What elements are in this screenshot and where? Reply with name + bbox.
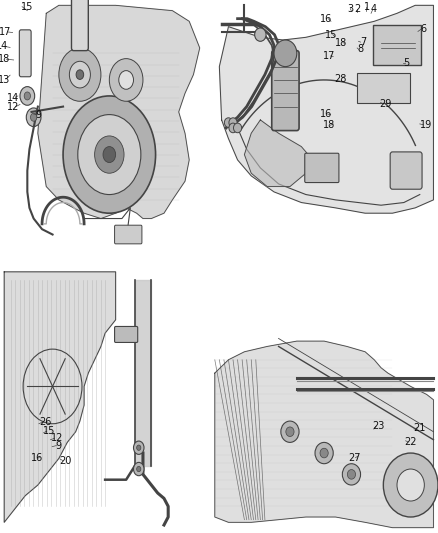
Text: 21: 21	[413, 423, 426, 433]
Polygon shape	[215, 341, 434, 528]
Text: 17: 17	[0, 27, 11, 37]
Circle shape	[95, 136, 124, 173]
Circle shape	[224, 118, 233, 127]
Circle shape	[119, 71, 134, 90]
Text: 18: 18	[322, 120, 335, 130]
Text: 12: 12	[50, 433, 63, 443]
Text: 1: 1	[364, 3, 370, 12]
Text: 15: 15	[43, 426, 56, 436]
Circle shape	[110, 59, 143, 101]
FancyBboxPatch shape	[115, 225, 142, 244]
Circle shape	[103, 147, 116, 163]
Polygon shape	[38, 5, 200, 219]
Text: 16: 16	[320, 109, 332, 119]
Text: 17: 17	[322, 51, 335, 61]
FancyBboxPatch shape	[272, 51, 299, 131]
Polygon shape	[244, 120, 313, 187]
Text: 20: 20	[59, 456, 71, 466]
Circle shape	[347, 470, 356, 479]
Circle shape	[69, 61, 90, 88]
Text: 18: 18	[335, 38, 347, 47]
Circle shape	[63, 96, 155, 213]
Text: 2: 2	[355, 4, 361, 13]
Text: 28: 28	[335, 74, 347, 84]
Text: 6: 6	[420, 24, 426, 34]
Text: 13: 13	[0, 75, 11, 85]
Text: 19: 19	[420, 120, 432, 130]
Text: 29: 29	[379, 100, 392, 109]
Circle shape	[229, 118, 237, 127]
Circle shape	[281, 421, 299, 442]
Text: 27: 27	[348, 453, 360, 463]
Circle shape	[20, 86, 35, 106]
Circle shape	[286, 427, 294, 437]
Text: 23: 23	[372, 422, 385, 431]
Circle shape	[383, 453, 438, 517]
Circle shape	[233, 123, 242, 133]
Circle shape	[137, 466, 141, 472]
Circle shape	[320, 448, 328, 458]
Text: 16: 16	[320, 14, 332, 23]
FancyBboxPatch shape	[390, 152, 422, 189]
FancyBboxPatch shape	[115, 326, 138, 343]
Text: 26: 26	[40, 417, 52, 426]
Text: 3: 3	[347, 4, 353, 13]
Polygon shape	[4, 272, 116, 522]
Text: 8: 8	[357, 44, 364, 54]
Circle shape	[134, 441, 144, 454]
Circle shape	[137, 445, 141, 450]
Text: 7: 7	[360, 37, 366, 47]
Text: 9: 9	[56, 441, 62, 450]
FancyBboxPatch shape	[305, 154, 339, 182]
Text: 12: 12	[7, 102, 19, 112]
Circle shape	[26, 108, 41, 126]
Text: 14: 14	[7, 93, 19, 103]
Circle shape	[397, 469, 424, 501]
Circle shape	[59, 48, 101, 101]
Circle shape	[24, 92, 31, 100]
Circle shape	[31, 114, 37, 122]
Circle shape	[315, 442, 333, 464]
Text: 5: 5	[403, 59, 410, 68]
FancyBboxPatch shape	[71, 0, 88, 51]
Text: 4: 4	[371, 4, 377, 14]
FancyBboxPatch shape	[19, 30, 31, 77]
Text: 15: 15	[21, 3, 34, 12]
Polygon shape	[219, 5, 434, 213]
Text: 14: 14	[0, 42, 8, 51]
Text: 18: 18	[0, 54, 10, 64]
Text: 16: 16	[31, 454, 43, 463]
Text: 22: 22	[404, 438, 417, 447]
Circle shape	[78, 115, 141, 195]
Circle shape	[134, 462, 144, 475]
Circle shape	[274, 40, 297, 67]
Text: 15: 15	[325, 30, 338, 39]
Text: 9: 9	[36, 110, 42, 119]
Circle shape	[76, 70, 84, 79]
FancyBboxPatch shape	[373, 25, 421, 66]
FancyBboxPatch shape	[357, 74, 410, 102]
Circle shape	[254, 28, 266, 42]
Circle shape	[343, 464, 360, 485]
Circle shape	[229, 123, 237, 133]
